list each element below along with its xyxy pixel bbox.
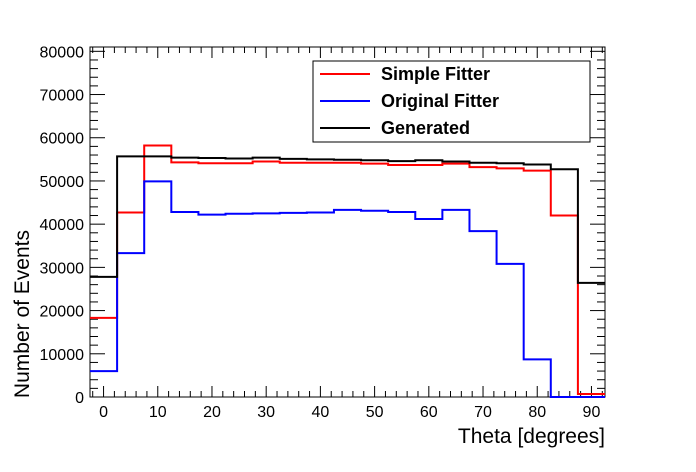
series-line-1 [90, 180, 605, 398]
x-tick-label: 70 [474, 404, 492, 421]
y-tick-label: 50000 [40, 174, 85, 191]
y-tick-label: 20000 [40, 304, 85, 321]
series-line-0 [90, 144, 605, 395]
y-tick-label: 30000 [40, 260, 85, 277]
plot-frame [89, 46, 606, 398]
x-tick-label: 50 [366, 404, 384, 421]
legend: Simple Fitter Original Fitter Generated [312, 60, 591, 143]
y-axis-title: Number of Events [11, 230, 34, 398]
x-tick-label: 90 [583, 404, 601, 421]
legend-label: Simple Fitter [381, 64, 490, 84]
ticks [90, 47, 605, 398]
series-line-2 [90, 155, 605, 284]
tick-labels: 0 10 20 30 40 50 60 70 80 90 0 10000 20000 30000 40000… [40, 44, 601, 421]
x-tick-label: 10 [149, 404, 167, 421]
x-tick-label: 0 [99, 404, 108, 421]
y-tick-label: 60000 [40, 131, 85, 148]
x-tick-label: 80 [528, 404, 546, 421]
y-tick-label: 10000 [40, 347, 85, 364]
x-tick-label: 30 [257, 404, 275, 421]
x-tick-label: 20 [203, 404, 221, 421]
y-tick-label: 80000 [40, 44, 85, 61]
y-tick-label: 0 [75, 390, 84, 407]
series-layer [90, 144, 605, 398]
legend-label: Original Fitter [381, 91, 499, 111]
y-tick-label: 40000 [40, 217, 85, 234]
axes [89, 46, 606, 398]
x-tick-label: 40 [311, 404, 329, 421]
y-tick-label: 70000 [40, 88, 85, 105]
legend-label: Generated [381, 118, 470, 138]
x-tick-label: 60 [420, 404, 438, 421]
x-axis-title: Theta [degrees] [458, 425, 605, 448]
